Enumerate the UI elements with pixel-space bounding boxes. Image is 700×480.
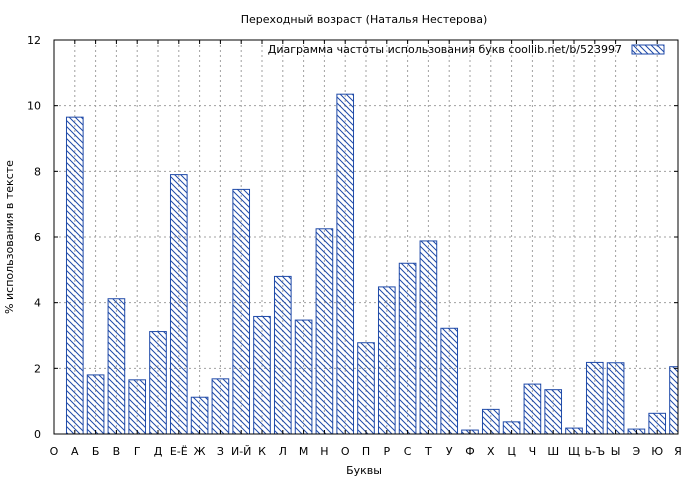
legend-label: Диаграмма частоты использования букв coo… xyxy=(268,43,622,56)
bar xyxy=(544,389,563,435)
x-tick-label: Ч xyxy=(529,445,537,458)
bar xyxy=(523,383,542,435)
x-tick-label: Ц xyxy=(507,445,516,458)
x-tick-label: Д xyxy=(154,445,163,458)
bar xyxy=(86,374,105,435)
x-tick-label: Щ xyxy=(568,445,580,458)
legend-swatch xyxy=(631,44,665,55)
bar xyxy=(585,361,604,435)
bar xyxy=(190,396,209,435)
y-axis-label: % использования в тексте xyxy=(3,160,16,314)
bar xyxy=(669,366,679,435)
chart-title: Переходный возраст (Наталья Нестерова) xyxy=(241,13,487,26)
x-tick-label: Б xyxy=(92,445,100,458)
bars xyxy=(65,93,679,435)
bar xyxy=(419,240,438,435)
y-tick-label: 4 xyxy=(34,297,41,310)
bar xyxy=(253,315,271,435)
y-tick-label: 8 xyxy=(34,165,41,178)
bar xyxy=(169,174,188,435)
y-tick-label: 12 xyxy=(27,34,41,47)
x-tick-label: И-Й xyxy=(231,445,251,458)
bar xyxy=(107,298,126,435)
x-tick-label: Л xyxy=(279,445,287,458)
x-tick-label: О xyxy=(50,445,59,458)
x-tick-label: Т xyxy=(424,445,432,458)
bar xyxy=(149,331,167,435)
x-tick-label: Г xyxy=(134,445,141,458)
bar xyxy=(357,342,375,435)
x-tick-label: В xyxy=(113,445,121,458)
y-tick-label: 10 xyxy=(27,100,41,113)
bar xyxy=(315,228,334,435)
bar xyxy=(65,116,84,435)
bar xyxy=(606,362,625,435)
x-tick-label: Х xyxy=(487,445,495,458)
x-tick-label: Я xyxy=(674,445,682,458)
x-tick-label: Ж xyxy=(194,445,206,458)
y-tick-label: 0 xyxy=(34,428,41,441)
x-tick-label: П xyxy=(362,445,370,458)
x-tick-label: К xyxy=(258,445,266,458)
x-tick-label: М xyxy=(299,445,309,458)
legend: Диаграмма частоты использования букв coo… xyxy=(268,43,665,56)
bar xyxy=(128,379,147,435)
bar xyxy=(273,275,292,435)
x-tick-label: Н xyxy=(320,445,328,458)
x-tick-label: Ь-Ъ xyxy=(584,445,605,458)
x-tick-label: А xyxy=(71,445,79,458)
x-tick-label: Е-Ё xyxy=(170,445,188,458)
bar xyxy=(294,319,313,435)
x-tick-label: Ш xyxy=(547,445,559,458)
x-axis-ticks: О А Б В Г Д Е-Ё Ж З И-Й К Л М Н О П Р С Т У Ф Х Ц Ч Ш Щ Ь-Ъ Ы Э Ю Я xyxy=(50,40,682,458)
bar xyxy=(232,188,251,435)
x-tick-label: Р xyxy=(383,445,390,458)
y-axis-ticks: 0 2 4 6 8 10 12 xyxy=(27,34,678,441)
x-tick-label: Э xyxy=(633,445,641,458)
x-tick-label: З xyxy=(217,445,224,458)
y-tick-label: 2 xyxy=(34,362,41,375)
bar xyxy=(440,327,459,435)
x-tick-label: Ю xyxy=(651,445,663,458)
y-tick-label: 6 xyxy=(34,231,41,244)
x-tick-label: С xyxy=(404,445,412,458)
x-tick-label: Ф xyxy=(465,445,474,458)
x-axis-label: Буквы xyxy=(346,464,382,477)
x-tick-label: О xyxy=(341,445,350,458)
x-tick-label: У xyxy=(446,445,453,458)
bar xyxy=(398,262,417,435)
bar xyxy=(211,378,230,435)
bar xyxy=(336,93,355,435)
x-tick-label: Ы xyxy=(611,445,621,458)
bar xyxy=(377,286,396,435)
